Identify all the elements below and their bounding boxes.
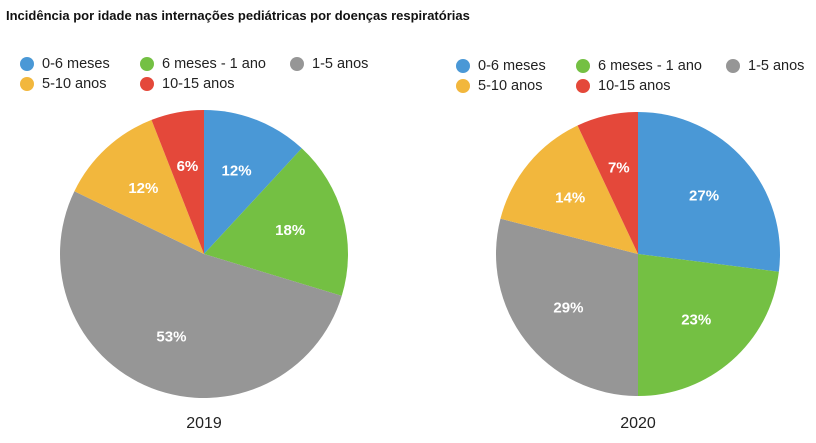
pie-chart-2020: 27% 23% 29% 14% 7% <box>496 112 780 396</box>
legend-swatch <box>20 57 34 71</box>
legend-swatch <box>456 59 470 73</box>
legend-label: 10-15 anos <box>162 76 235 92</box>
l2019-legend-item: 6 meses - 1 ano <box>140 56 290 72</box>
slice-label-2019-3: 53% <box>156 329 186 346</box>
legend-label: 1-5 anos <box>312 56 369 72</box>
l2020-legend-item: 5-10 anos <box>456 78 576 94</box>
slice-label-2020-4: 14% <box>555 189 585 206</box>
l2019-legend-item: 0-6 meses <box>20 56 140 72</box>
pie-chart-2019: 12% 18% 53% 12% 6% <box>59 110 348 399</box>
legend-label: 1-5 anos <box>748 58 805 74</box>
legend-swatch <box>140 77 154 91</box>
legend-label: 6 meses - 1 ano <box>598 58 702 74</box>
pie-slice-2019-4 <box>74 119 204 254</box>
legend-2019: 0-6 meses 6 meses - 1 ano 1-5 anos 5-10 ano… <box>20 56 380 92</box>
legend-label: 0-6 meses <box>42 56 110 72</box>
page-title: Incidência por idade nas internações ped… <box>6 8 470 23</box>
chart-title-2020: 2020 <box>620 415 656 432</box>
pie-slice-2020-1 <box>638 112 780 272</box>
legend-label: 0-6 meses <box>478 58 546 74</box>
legend-swatch <box>576 79 590 93</box>
l2020-legend-item: 0-6 meses <box>456 58 576 74</box>
legend-label: 6 meses - 1 ano <box>162 56 266 72</box>
slice-label-2020-5: 7% <box>608 160 630 177</box>
pie-slice-2019-5 <box>151 110 204 254</box>
legend-swatch <box>20 77 34 91</box>
l2019-legend-item: 10-15 anos <box>140 76 290 92</box>
pie-slice-2019-1 <box>204 110 302 254</box>
l2020-legend-item: 6 meses - 1 ano <box>576 58 726 74</box>
legend-swatch <box>140 57 154 71</box>
legend-label: 5-10 anos <box>42 76 107 92</box>
chart-title-2019: 2019 <box>186 415 222 432</box>
pie-slice-2020-2 <box>638 254 779 396</box>
l2020-legend-item: 1-5 anos <box>726 58 816 74</box>
slice-label-2020-1: 27% <box>689 187 719 204</box>
pie-slice-2019-3 <box>59 191 342 399</box>
slice-label-2019-5: 6% <box>177 158 199 175</box>
legend-swatch <box>290 57 304 71</box>
pie-slice-2020-5 <box>577 112 638 254</box>
slice-label-2019-2: 18% <box>275 222 305 239</box>
slice-label-2020-2: 23% <box>681 312 711 329</box>
pie-slice-2019-2 <box>204 148 348 296</box>
pie-slice-2020-3 <box>496 218 638 396</box>
legend-label: 10-15 anos <box>598 78 671 94</box>
legend-label: 5-10 anos <box>478 78 543 94</box>
l2019-legend-item: 1-5 anos <box>290 56 380 72</box>
l2019-legend-item: 5-10 anos <box>20 76 140 92</box>
slice-label-2019-1: 12% <box>222 162 252 179</box>
l2020-legend-item: 10-15 anos <box>576 78 726 94</box>
legend-2020: 0-6 meses 6 meses - 1 ano 1-5 anos 5-10 ano… <box>456 58 816 94</box>
legend-swatch <box>576 59 590 73</box>
legend-swatch <box>456 79 470 93</box>
slice-label-2020-3: 29% <box>553 299 583 316</box>
slice-label-2019-4: 12% <box>128 180 158 197</box>
pie-slice-2020-4 <box>500 125 638 254</box>
legend-swatch <box>726 59 740 73</box>
